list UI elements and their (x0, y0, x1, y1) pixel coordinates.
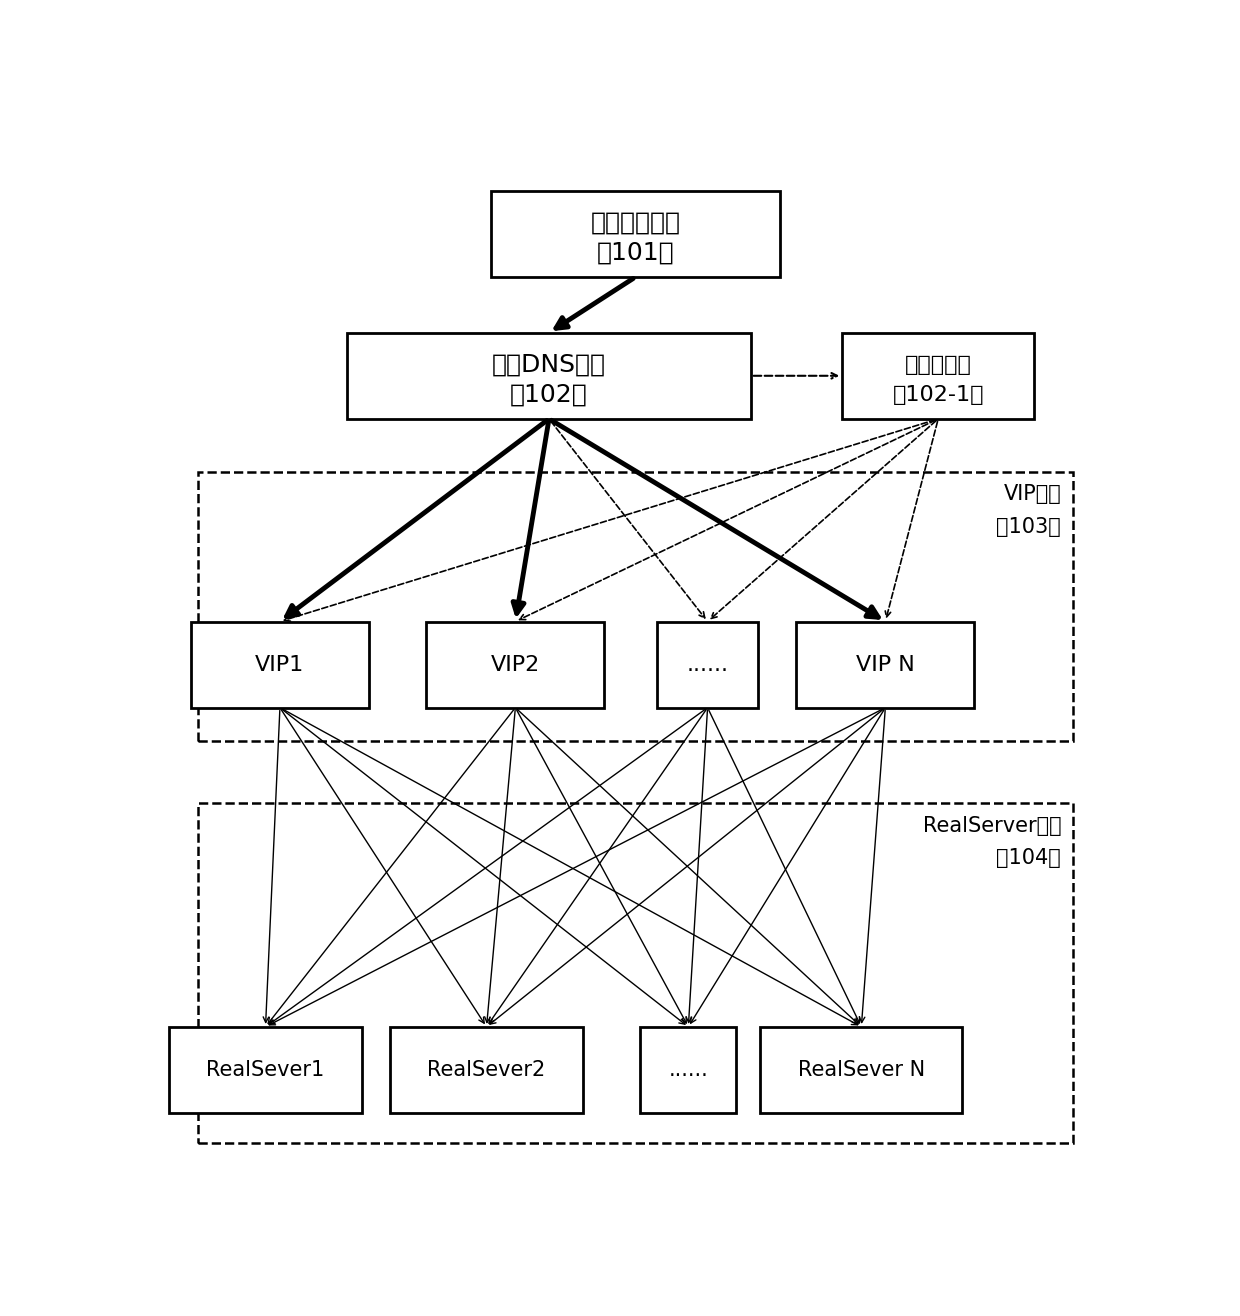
Text: VIP1: VIP1 (255, 654, 305, 675)
Bar (170, 1026, 362, 1113)
Bar (391, 1026, 583, 1113)
Text: （102）: （102） (510, 383, 588, 407)
Text: 用户访问请求: 用户访问请求 (590, 211, 681, 234)
Bar (198, 472, 1073, 741)
Text: （101）: （101） (596, 241, 675, 265)
Bar (760, 1026, 962, 1113)
Bar (347, 333, 751, 418)
Bar (842, 333, 1034, 418)
Text: （104）: （104） (997, 848, 1061, 869)
Bar (657, 621, 758, 708)
Bar (491, 191, 780, 276)
Text: （102-1）: （102-1） (893, 384, 985, 405)
Text: ......: ...... (687, 654, 729, 675)
Bar (427, 621, 604, 708)
Text: RealSever N: RealSever N (797, 1059, 925, 1080)
Bar (198, 803, 1073, 1142)
Text: VIP2: VIP2 (491, 654, 539, 675)
Text: RealServer集群: RealServer集群 (923, 816, 1061, 836)
Text: RealSever2: RealSever2 (428, 1059, 546, 1080)
Bar (796, 621, 975, 708)
Text: VIP集群: VIP集群 (1003, 484, 1061, 504)
Text: 可用性探测: 可用性探测 (905, 354, 972, 375)
Text: ......: ...... (668, 1059, 708, 1080)
Bar (640, 1026, 737, 1113)
Text: （103）: （103） (997, 517, 1061, 537)
Text: VIP N: VIP N (856, 654, 915, 675)
Bar (191, 621, 368, 708)
Text: RealSever1: RealSever1 (206, 1059, 325, 1080)
Text: 智能DNS解析: 智能DNS解析 (492, 353, 606, 376)
